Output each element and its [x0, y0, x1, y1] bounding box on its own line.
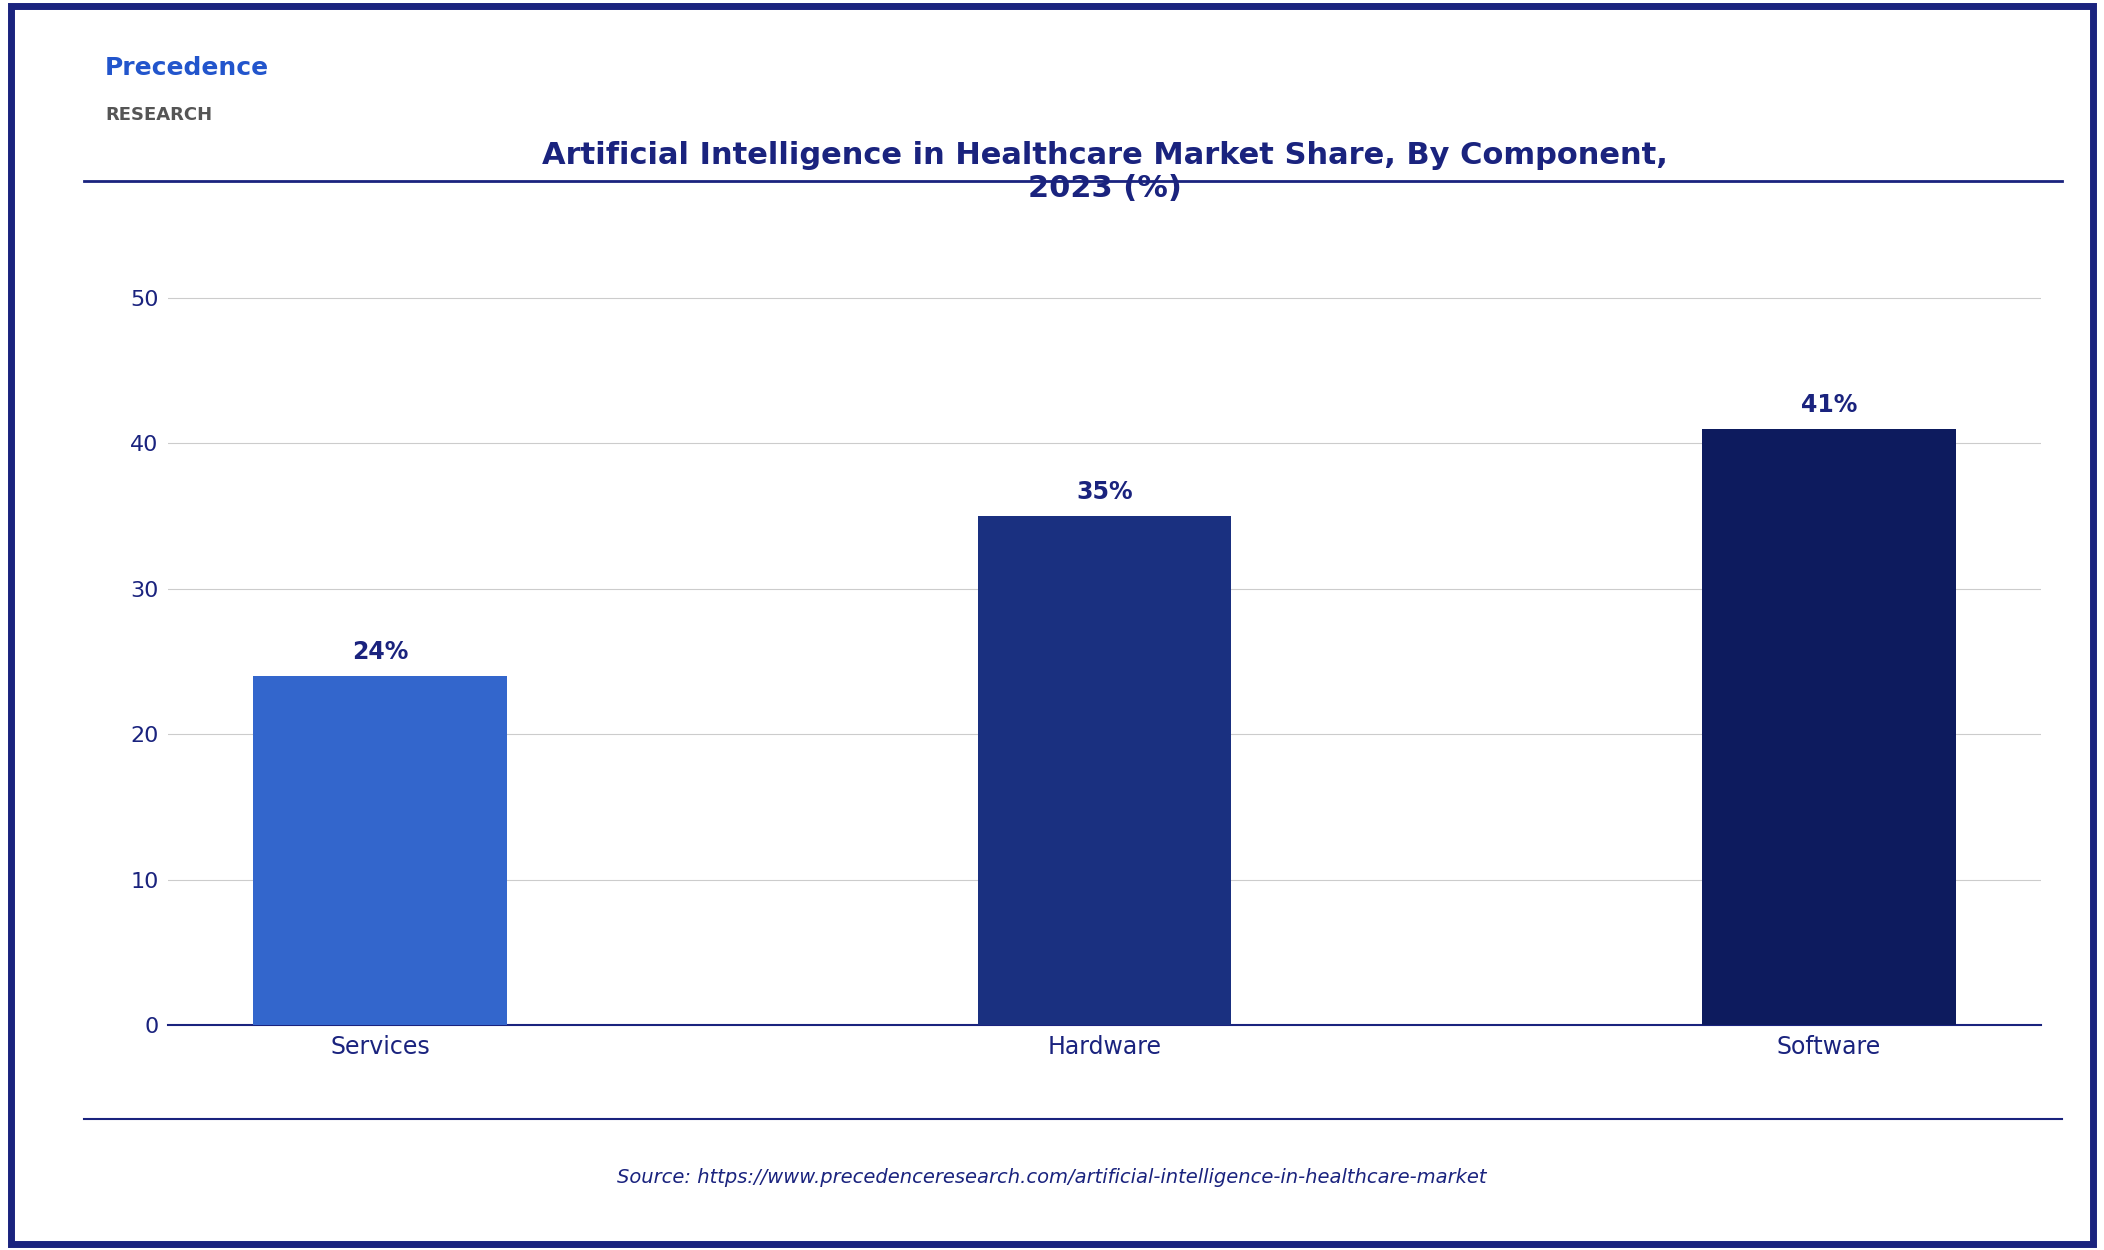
- Text: 35%: 35%: [1077, 480, 1132, 504]
- Text: 24%: 24%: [351, 640, 408, 664]
- Text: 41%: 41%: [1801, 392, 1858, 418]
- Text: Precedence: Precedence: [105, 56, 269, 80]
- Bar: [252, 676, 507, 1025]
- Text: RESEARCH: RESEARCH: [105, 106, 213, 124]
- Bar: [1702, 429, 1957, 1025]
- Text: Source: https://www.precedenceresearch.com/artificial-intelligence-in-healthcare: Source: https://www.precedenceresearch.c…: [616, 1168, 1488, 1187]
- Bar: [978, 516, 1231, 1025]
- Title: Artificial Intelligence in Healthcare Market Share, By Component,
2023 (%): Artificial Intelligence in Healthcare Ma…: [541, 140, 1668, 204]
